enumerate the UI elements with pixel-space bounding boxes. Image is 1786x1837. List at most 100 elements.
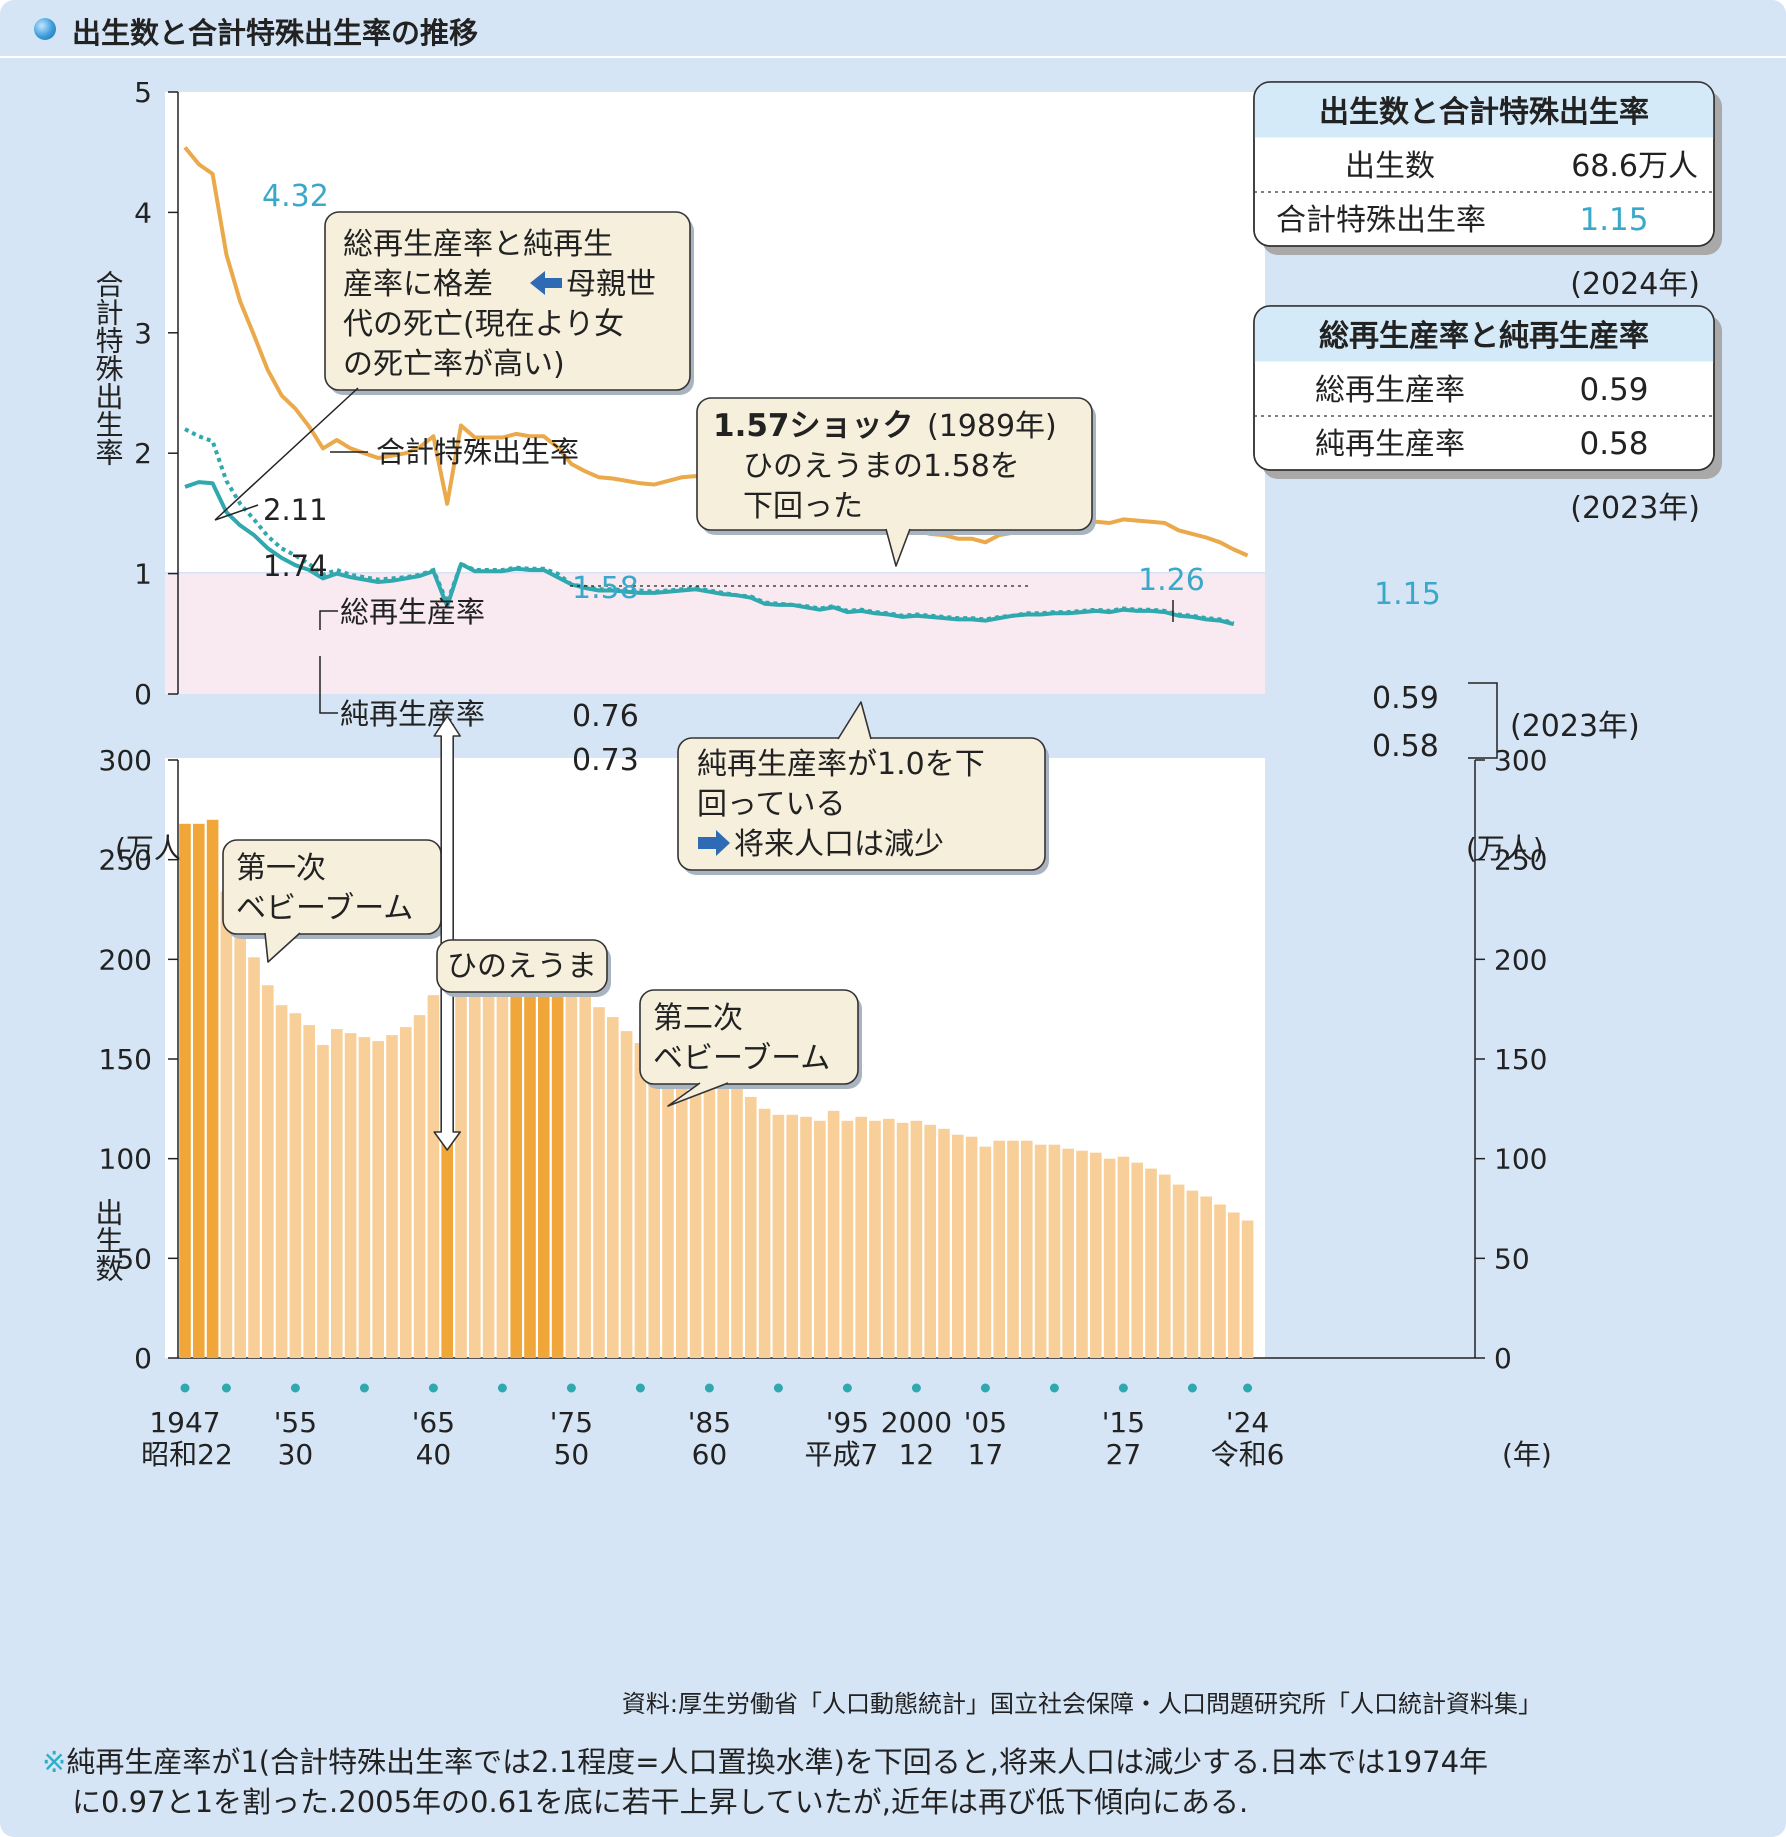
bar-2011 (1062, 1148, 1074, 1358)
bar-1997 (869, 1120, 881, 1358)
x-tick-era-label: 昭和22 (141, 1438, 233, 1471)
bar-2021 (1200, 1196, 1212, 1358)
bar-1950 (220, 891, 233, 1358)
line-y-axis-label: 合計特殊出生率 (92, 270, 125, 466)
x-tick-era-label: 令和6 (1211, 1438, 1285, 1471)
line-y-tick-label: 4 (134, 196, 152, 229)
footnote-line-2: に0.97と1を割った.2005年の0.61を底に若干上昇していたが,近年は再び… (72, 1785, 1249, 1819)
bar-y-axis-label: 出生数 (92, 1198, 125, 1282)
bar-2010 (1048, 1144, 1061, 1358)
gap-callout-box (324, 211, 691, 391)
title-bar: 出生数と合計特殊出生率の推移 (0, 0, 1786, 58)
bar-1992 (800, 1116, 812, 1358)
bar-1956 (303, 1025, 315, 1358)
bar-1994 (827, 1110, 840, 1358)
nrr-line (184, 480, 1235, 627)
gap-callout-line-3: 代の死亡(現在より女 (343, 307, 624, 342)
label-115: 1.15 (1374, 577, 1441, 612)
bracket-year-label: (2023年) (1510, 709, 1640, 744)
bar-1989 (758, 1108, 771, 1358)
gap-callout-line-1: 総再生産率と純再生 (343, 227, 613, 262)
bar-left-tick-label: 250 (99, 844, 152, 877)
bar-2007 (1007, 1140, 1019, 1358)
bar-1995 (841, 1120, 854, 1358)
bar-2009 (1034, 1144, 1047, 1358)
hinoeuma-arrow (433, 715, 461, 1151)
reproduction-info-box-border (1253, 305, 1715, 471)
bar-right-tick-label: 300 (1494, 744, 1547, 777)
shock-callout-line-2: 下回った (743, 489, 863, 524)
bar-1958 (331, 1029, 343, 1358)
bar-1954 (275, 1005, 288, 1358)
x-tick-era-label: 50 (554, 1438, 590, 1471)
x-tick-year-label: '05 (964, 1406, 1007, 1439)
x-tick-era-label: 30 (278, 1438, 314, 1471)
footnote-mark: ※ (42, 1745, 67, 1779)
boom2-line-2: ベビーブーム (653, 1041, 830, 1076)
label-126: 1.26 (1138, 563, 1205, 598)
reproduction-info-box-header-bg (1254, 306, 1714, 362)
bar-1948 (193, 823, 205, 1358)
bar-1999 (896, 1122, 909, 1358)
boom2-callout-box (639, 989, 859, 1085)
line-y-tick-label: 0 (134, 678, 152, 711)
bar-2019 (1172, 1184, 1185, 1358)
boom2-callout-tail (667, 1082, 729, 1107)
bar-1975 (565, 979, 578, 1358)
bar-1960 (358, 1037, 371, 1358)
hinoeuma-callout-box (436, 939, 608, 993)
bar-right-tick-label: 250 (1494, 844, 1547, 877)
bar-right-tick-label: 100 (1494, 1143, 1547, 1176)
bar-left-tick-label: 0 (134, 1342, 152, 1375)
x-tick-dot (290, 1383, 300, 1393)
bar-1981 (648, 1053, 660, 1358)
bar-1991 (786, 1114, 798, 1358)
repro-row1-label: 総再生産率 (1315, 373, 1465, 408)
nrr-series-label: 純再生産率 (340, 697, 485, 731)
bar-1959 (344, 1033, 357, 1358)
label-058: 0.58 (1372, 729, 1439, 764)
bar-1986 (717, 1082, 729, 1358)
bar-2004 (965, 1136, 978, 1358)
double-arrow-icon (433, 715, 461, 1151)
left-arrow-icon (530, 271, 562, 295)
bar-1952 (248, 957, 260, 1358)
bar-1977 (593, 1007, 605, 1358)
label-158: 1.58 (572, 571, 639, 606)
bar-1973 (538, 941, 550, 1358)
bar-1974 (551, 953, 564, 1358)
x-tick-era-label: 12 (899, 1438, 935, 1471)
tfr-series-label: 合計特殊出生率 (376, 435, 579, 469)
bar-right-unit: (万人) (1466, 832, 1544, 865)
x-tick-year-label: '55 (274, 1406, 317, 1439)
line-y-tick-label: 2 (134, 437, 152, 470)
bar-2005 (979, 1146, 992, 1358)
bar-1969 (482, 981, 495, 1358)
label-076: 0.76 (572, 699, 639, 734)
hinoeuma-callout: ひのえうま (436, 939, 611, 997)
x-tick-era-label: 40 (416, 1438, 452, 1471)
bar-2015 (1117, 1156, 1130, 1358)
bar-1968 (469, 985, 481, 1358)
source-note: 資料:厚生労働省「人口動態統計」国立社会保障・人口問題研究所「人口統計資料集」 (622, 1690, 1542, 1718)
bar-right-tick-label: 0 (1494, 1342, 1512, 1375)
bar-left-tick-label: 150 (99, 1043, 152, 1076)
x-tick-year-label: '75 (550, 1406, 593, 1439)
bar-1957 (317, 1045, 329, 1358)
bar-1980 (634, 1043, 647, 1358)
bar-left-tick-label: 200 (99, 943, 152, 976)
x-tick-dot (1118, 1383, 1128, 1393)
x-tick-dot (1049, 1383, 1059, 1393)
births-row2-label: 合計特殊出生率 (1276, 203, 1486, 238)
gap-callout-line-4: の死亡率が高い) (343, 347, 565, 382)
x-tick-dot (359, 1383, 369, 1393)
births-info-box-header-bg (1254, 82, 1714, 138)
x-tick-year-label: '65 (412, 1406, 455, 1439)
x-tick-dot (773, 1383, 783, 1393)
bar-left-tick-label: 50 (116, 1242, 152, 1275)
